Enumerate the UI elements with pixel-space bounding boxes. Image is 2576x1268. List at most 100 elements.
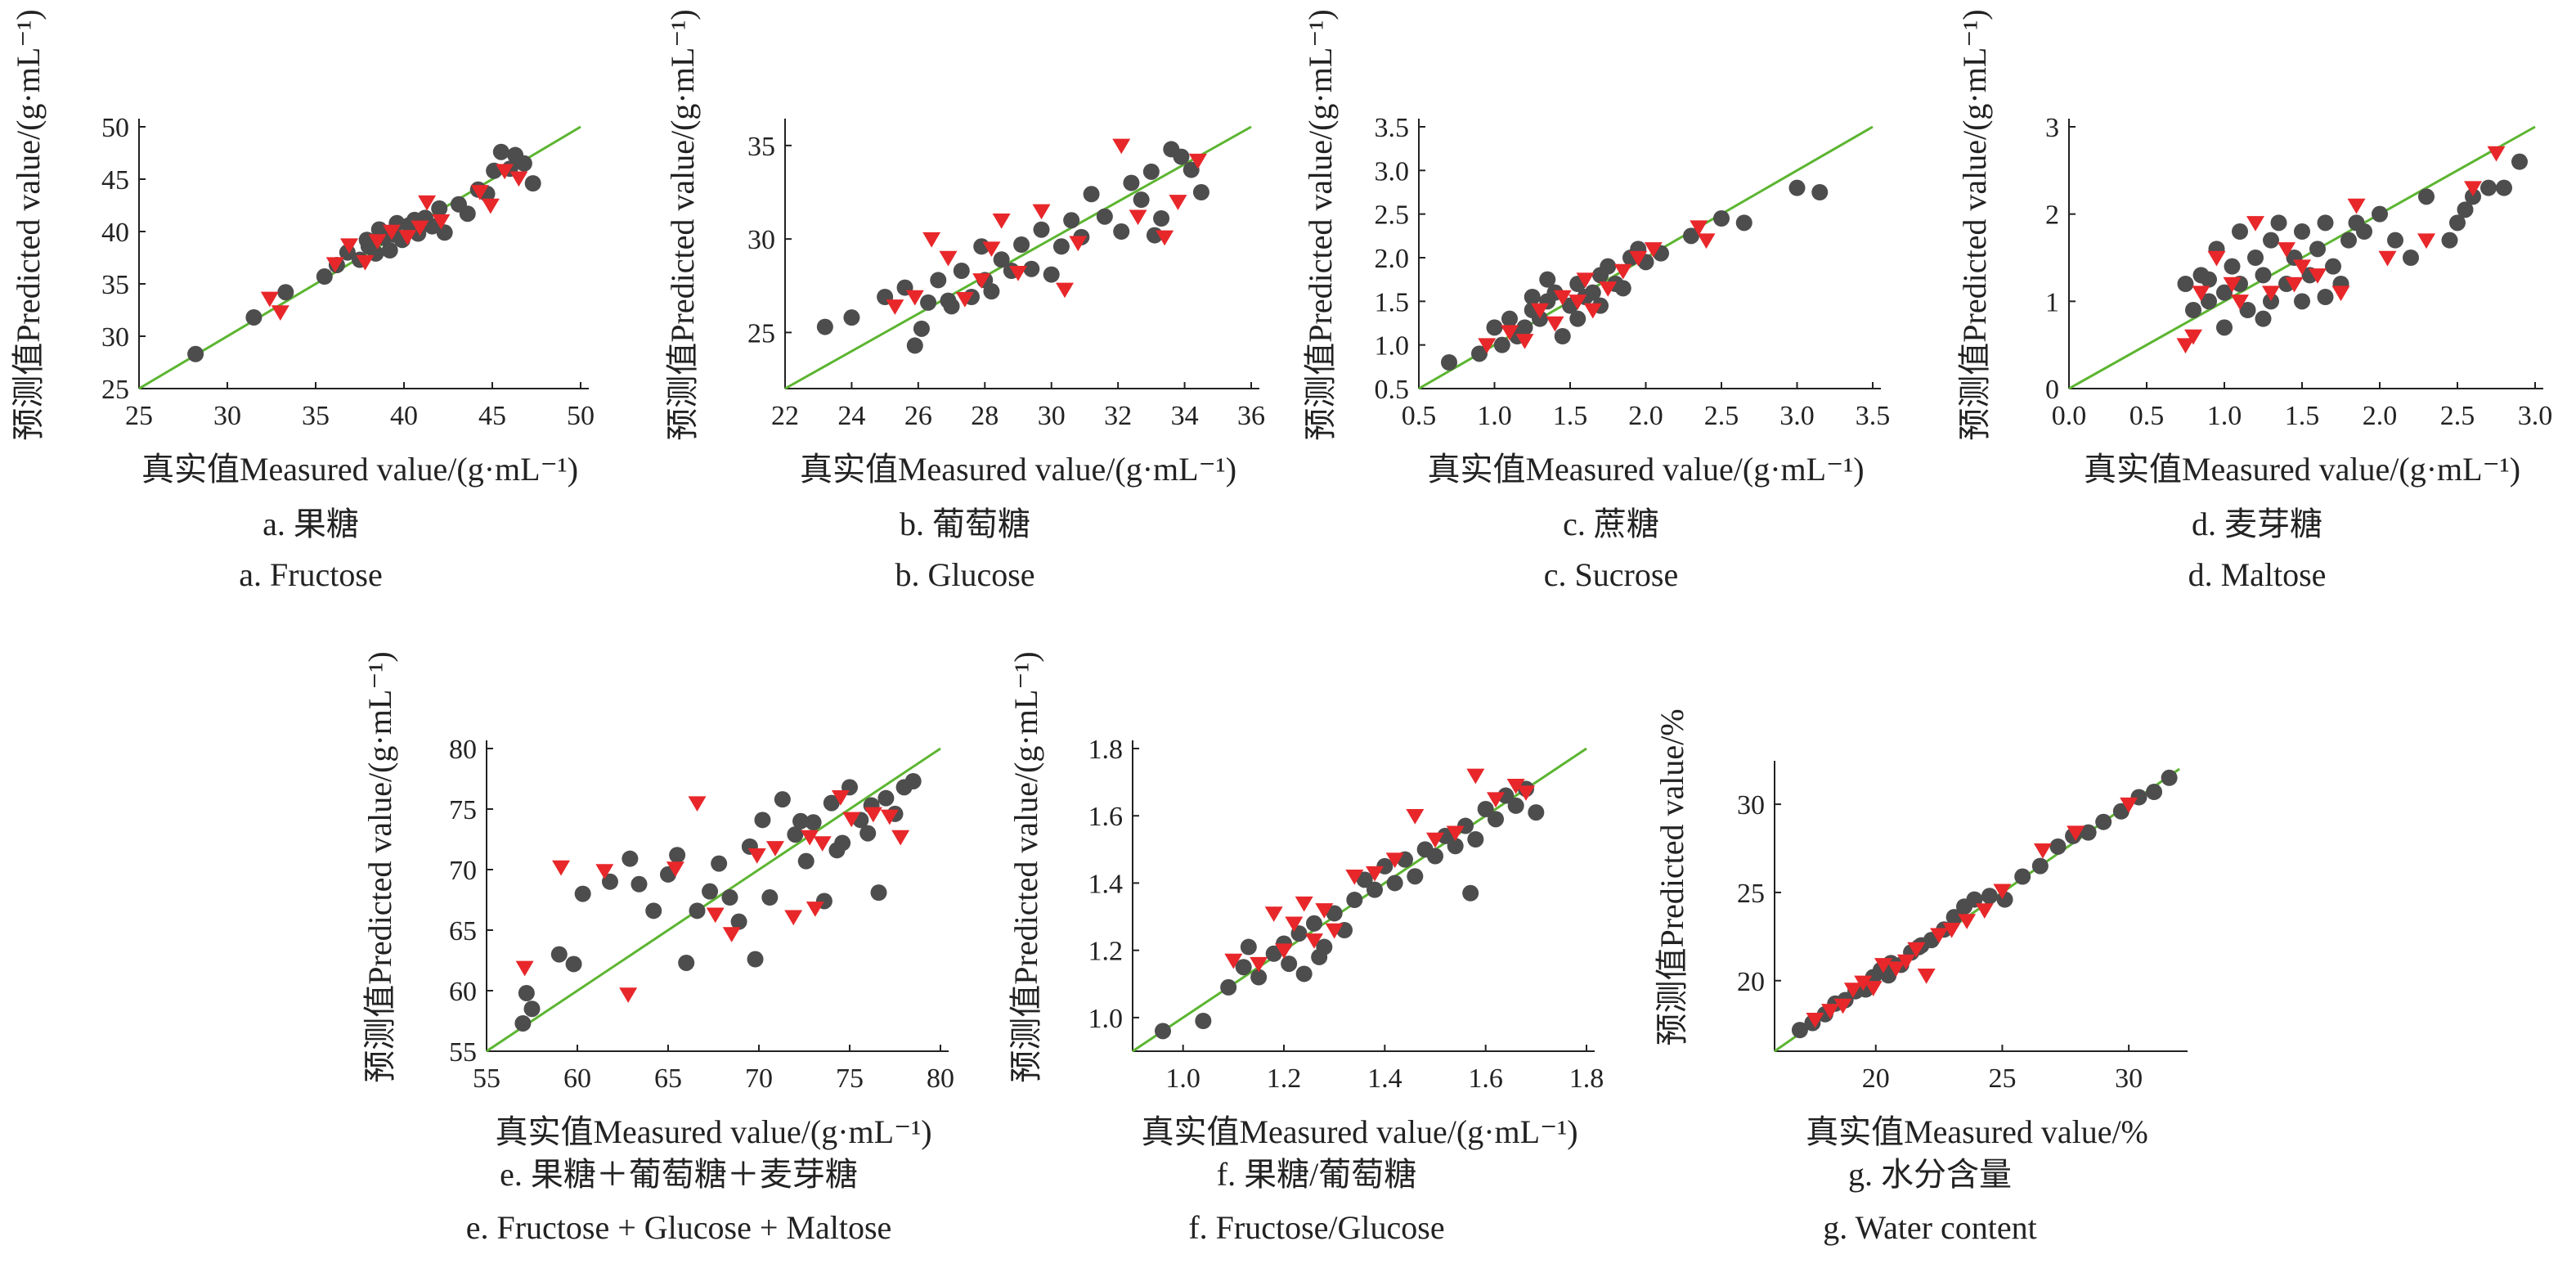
chart-f-point-circle [1367, 881, 1383, 898]
chart-c-point-circle [1524, 289, 1541, 305]
chart-g-point-circle [2014, 868, 2031, 885]
chart-d-point-circle [2263, 232, 2279, 249]
chart-d-point-circle [2263, 293, 2279, 310]
chart-f-point-circle [1240, 938, 1257, 955]
chart-g-point-circle [1945, 909, 1963, 926]
chart-b-point-circle [953, 263, 970, 279]
chart-c-point-triangle [1501, 325, 1519, 341]
chart-d-point-circle [2239, 302, 2256, 318]
chart-b-point-circle [1083, 186, 1100, 203]
chart-d-point-circle [2496, 179, 2512, 196]
chart-f-point-triangle [1345, 869, 1364, 885]
chart-e-point-circle [565, 955, 582, 973]
chart-b-point-circle [1173, 148, 1190, 165]
chart-g-point-circle [2031, 857, 2049, 875]
chart-g-point-circle [2095, 813, 2112, 830]
caption-d-zh: d. 麦芽糖 [2192, 506, 2322, 542]
chart-a-point-triangle [418, 195, 437, 211]
chart-c-point-circle [1539, 271, 1556, 288]
chart-e-x-tick-label: 65 [654, 1063, 682, 1094]
chart-e-fit-line [486, 747, 941, 1053]
caption-f-en: f. Fructose/Glucose [1188, 1209, 1445, 1246]
chart-a-y-tick-label: 45 [101, 165, 129, 196]
chart-d-x-tick-label: 1.0 [2207, 401, 2242, 431]
chart-e-y-tick-label: 75 [449, 795, 477, 825]
chart-e-point-circle [514, 1014, 532, 1032]
chart-g-y-title: 预测值Predicted value/% [1654, 708, 1690, 1045]
chart-d-y-title: 预测值Predicted value/(g·mL⁻¹) [1956, 9, 1993, 440]
chart-a-point-circle [515, 155, 532, 172]
chart-e-point-circle [721, 889, 738, 906]
chart-a-point-circle [459, 205, 476, 223]
chart-f-point-circle [1306, 915, 1322, 932]
chart-b-point-triangle [886, 299, 904, 315]
chart-d-point-circle [2177, 276, 2194, 292]
chart-e-point-triangle [806, 902, 824, 917]
chart-c-point-circle [1554, 328, 1571, 344]
chart-d-point-circle [2185, 302, 2201, 318]
chart-a-point-circle [524, 175, 541, 192]
chart-d-point-triangle [2278, 242, 2296, 258]
chart-f-point-circle [1295, 965, 1313, 982]
chart-c-point-triangle [1690, 220, 1708, 236]
chart-d-point-circle [2224, 258, 2241, 275]
chart-e-point-circle [870, 884, 887, 902]
chart-d-point-circle [2294, 223, 2310, 240]
chart-c-point-triangle [1576, 272, 1595, 289]
chart-a-point-triangle [470, 185, 489, 200]
chart-a-point-triangle [325, 257, 344, 273]
chart-f-x-tick-label: 1.6 [1468, 1063, 1503, 1094]
chart-b-point-triangle [992, 214, 1011, 229]
chart-f-y-tick-label: 1.8 [1088, 735, 1124, 765]
chart-b-point-circle [1153, 210, 1170, 227]
chart-d-point-circle [2255, 267, 2272, 284]
chart-f-point-circle [1155, 1023, 1171, 1040]
chart-a-x-tick-label: 40 [390, 401, 418, 431]
chart-e-x-tick-label: 75 [836, 1063, 864, 1094]
chart-e-point-triangle [595, 864, 614, 879]
chart-a-x-tick-label: 25 [125, 401, 153, 431]
chart-e-point-circle [859, 825, 877, 842]
chart-b-point-circle [913, 320, 930, 337]
chart-g-x-tick-label: 25 [1988, 1063, 2016, 1094]
chart-d-point-triangle [2184, 329, 2202, 345]
chart-d-point-circle [2294, 293, 2310, 310]
chart-a-y-title: 预测值Predicted value/(g·mL⁻¹) [10, 9, 47, 440]
chart-d-point-triangle [2487, 146, 2506, 162]
chart-c-x-tick-label: 2.5 [1704, 401, 1739, 431]
chart-g-point-triangle [1806, 1012, 1824, 1028]
chart-c-y-tick-label: 1.5 [1375, 287, 1410, 317]
chart-f-point-circle [1265, 945, 1282, 962]
chart-c-point-circle [1493, 336, 1510, 353]
caption-b-en: b. Glucose [895, 556, 1035, 593]
chart-d-point-circle [2255, 310, 2272, 327]
chart-c-point-triangle [1478, 338, 1497, 354]
chart-f-y-tick-label: 1.2 [1088, 937, 1124, 967]
chart-c-point-triangle [1531, 303, 1549, 319]
chart-d-point-circle [2270, 214, 2287, 232]
chart-c-x-tick-label: 0.5 [1402, 401, 1437, 431]
panel-f: 1.0 1.2 1.4 1.6 1.8 1.0 1.2 1.4 1.6 1.8 真实值Measure… [998, 638, 1636, 1260]
chart-c-y-title: 预测值Predicted value/(g·mL⁻¹) [1302, 9, 1339, 440]
chart-d-point-triangle [2309, 268, 2327, 284]
chart-e-point-circle [622, 850, 639, 867]
chart-f-point-triangle [1366, 866, 1384, 882]
chart-f-point-triangle [1517, 785, 1535, 801]
chart-e-point-circle [747, 951, 764, 968]
chart-b-fit-line [784, 125, 1252, 390]
chart-d-point-triangle [2192, 286, 2210, 302]
chart-d-point-triangle [2231, 295, 2249, 310]
chart-e-point-circle [711, 855, 728, 872]
chart-f-point-triangle [1224, 953, 1243, 969]
chart-c-x-tick-label: 3.0 [1779, 401, 1815, 431]
chart-e-point-circle [774, 791, 791, 808]
chart-e-point-triangle [784, 910, 803, 926]
chart-d-point-circle [2403, 250, 2419, 266]
chart-f-point-circle [1437, 827, 1454, 844]
chart-d-point-triangle [2285, 277, 2304, 293]
chart-a-x-title: 真实值Measured value/(g·mL⁻¹) [141, 451, 578, 488]
chart-a-point-triangle [411, 220, 429, 236]
chart-f-x-tick-label: 1.0 [1165, 1063, 1200, 1094]
chart-d-point-triangle [2176, 338, 2195, 354]
chart-b-x-tick-label: 26 [904, 401, 932, 431]
